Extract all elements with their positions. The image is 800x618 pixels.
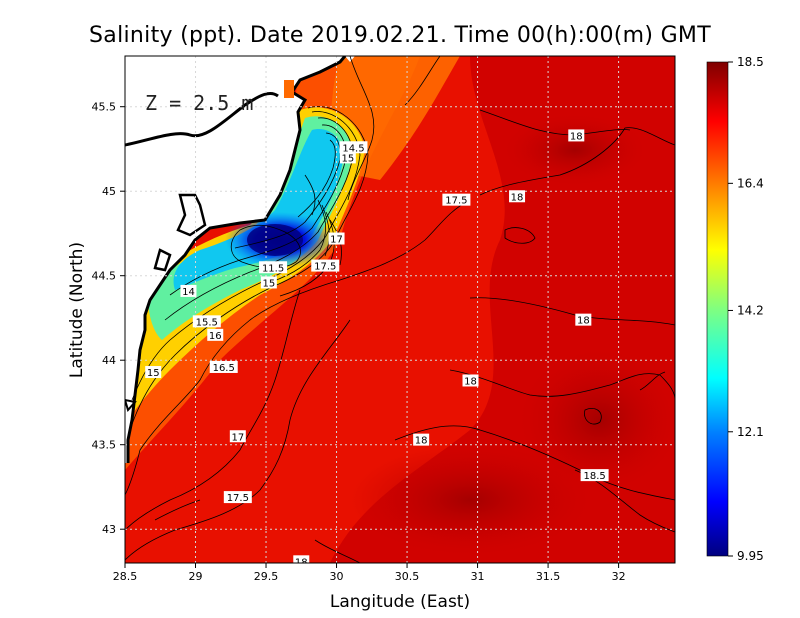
x-tick-label: 31.5 bbox=[536, 570, 561, 583]
y-tick-label: 43 bbox=[102, 523, 116, 536]
y-tick-label: 44 bbox=[102, 354, 116, 367]
x-axis: 28.5 29 29.5 30 30.5 31 31.5 32 bbox=[113, 563, 626, 583]
contour-label-bg bbox=[207, 328, 224, 341]
x-tick-label: 30 bbox=[330, 570, 344, 583]
land-mass bbox=[125, 56, 345, 463]
contour-label: 17.5 bbox=[227, 493, 249, 504]
x-tick-label: 30.5 bbox=[395, 570, 420, 583]
contour-label: 15 bbox=[262, 278, 275, 289]
x-tick-label: 28.5 bbox=[113, 570, 138, 583]
contour-label: 15 bbox=[341, 153, 354, 164]
coast-inlet bbox=[125, 398, 137, 413]
colorbar-tick-label: 18.5 bbox=[737, 55, 764, 69]
colorbar: 18.5 16.4 14.2 12.1 9.95 bbox=[706, 55, 764, 563]
contour-label: 11.5 bbox=[262, 263, 284, 274]
contour-label-bg bbox=[223, 491, 252, 504]
land-ne-corner bbox=[345, 56, 355, 62]
lagoon-outline-2 bbox=[153, 248, 172, 272]
contour-label: 18 bbox=[415, 436, 428, 447]
contour-label: 18 bbox=[570, 131, 583, 142]
contour-label-bg bbox=[328, 232, 345, 245]
contour-label-bg bbox=[575, 313, 592, 326]
contour-label: 17.5 bbox=[314, 262, 336, 273]
contour-label: 14.5 bbox=[342, 143, 364, 154]
y-tick-label: 45.5 bbox=[92, 101, 117, 114]
contour-label: 16 bbox=[209, 331, 222, 342]
contour-label-bg bbox=[311, 259, 340, 272]
y-axis-label: Latitude (North) bbox=[67, 242, 87, 378]
contour-label: 15.5 bbox=[196, 317, 218, 328]
contour-label: 16.5 bbox=[213, 363, 235, 374]
contour-label: 17 bbox=[231, 432, 244, 443]
contour-label-bg bbox=[209, 360, 238, 373]
plume-cyan bbox=[173, 129, 344, 290]
delta-lake-outline bbox=[125, 91, 279, 147]
contour-label-bg bbox=[180, 284, 197, 297]
contour-label-bg bbox=[580, 469, 609, 482]
x-tick-label: 32 bbox=[612, 570, 626, 583]
colorbar-gradient bbox=[706, 61, 729, 557]
colorbar-tick-label: 12.1 bbox=[737, 425, 764, 439]
grid-lines bbox=[125, 56, 675, 563]
contour-label: 18.5 bbox=[583, 471, 605, 482]
contour-label: 18 bbox=[295, 557, 308, 568]
contour-label-bg bbox=[339, 151, 356, 164]
x-tick-label: 31 bbox=[471, 570, 485, 583]
contour-label-bg bbox=[145, 366, 162, 379]
contour-label-bg bbox=[442, 193, 471, 206]
x-tick-label: 29.5 bbox=[254, 570, 279, 583]
dark-blob-ne bbox=[505, 115, 645, 185]
contour-label-bg bbox=[339, 141, 368, 154]
colorbar-ticks: 18.5 16.4 14.2 12.1 9.95 bbox=[728, 55, 764, 563]
contour-label: 15 bbox=[147, 368, 160, 379]
colorbar-tick-label: 9.95 bbox=[737, 549, 764, 563]
contour-label-bg bbox=[260, 276, 277, 289]
contour-label-bg bbox=[229, 430, 246, 443]
colorbar-tick-label: 16.4 bbox=[737, 176, 764, 190]
contour-label-bg bbox=[413, 433, 430, 446]
y-tick-label: 43.5 bbox=[92, 439, 117, 452]
contour-label: 18 bbox=[464, 376, 477, 387]
y-tick-label: 44.5 bbox=[92, 270, 117, 283]
contour-label: 17.5 bbox=[445, 196, 467, 207]
contour-label-bg bbox=[259, 261, 288, 274]
contour-label-bg bbox=[462, 374, 479, 387]
contour-label: 14 bbox=[182, 287, 195, 298]
contour-label-bg bbox=[192, 315, 221, 328]
coastline bbox=[126, 56, 347, 463]
colorbar-tick-label: 14.2 bbox=[737, 303, 764, 317]
dark-blob-se bbox=[520, 350, 675, 490]
dark-blob-s bbox=[350, 445, 590, 555]
contour-label: 18 bbox=[577, 316, 590, 327]
contour-label: 18 bbox=[511, 192, 524, 203]
y-tick-label: 45 bbox=[102, 185, 116, 198]
contour-label: 17 bbox=[330, 235, 343, 246]
orange-cell-north bbox=[284, 80, 294, 98]
contour-label-bg bbox=[293, 555, 310, 563]
chart-title: Salinity (ppt). Date 2019.02.21. Time 00… bbox=[89, 23, 711, 48]
x-tick-label: 29 bbox=[189, 570, 203, 583]
contour-label-bg bbox=[568, 129, 585, 142]
depth-label: Z = 2.5 m bbox=[145, 91, 253, 115]
plot-frame bbox=[124, 55, 676, 564]
x-axis-label: Langitude (East) bbox=[330, 592, 470, 612]
contour-label-bg bbox=[509, 190, 526, 203]
y-axis: 43 43.5 44 44.5 45 45.5 bbox=[92, 101, 125, 536]
